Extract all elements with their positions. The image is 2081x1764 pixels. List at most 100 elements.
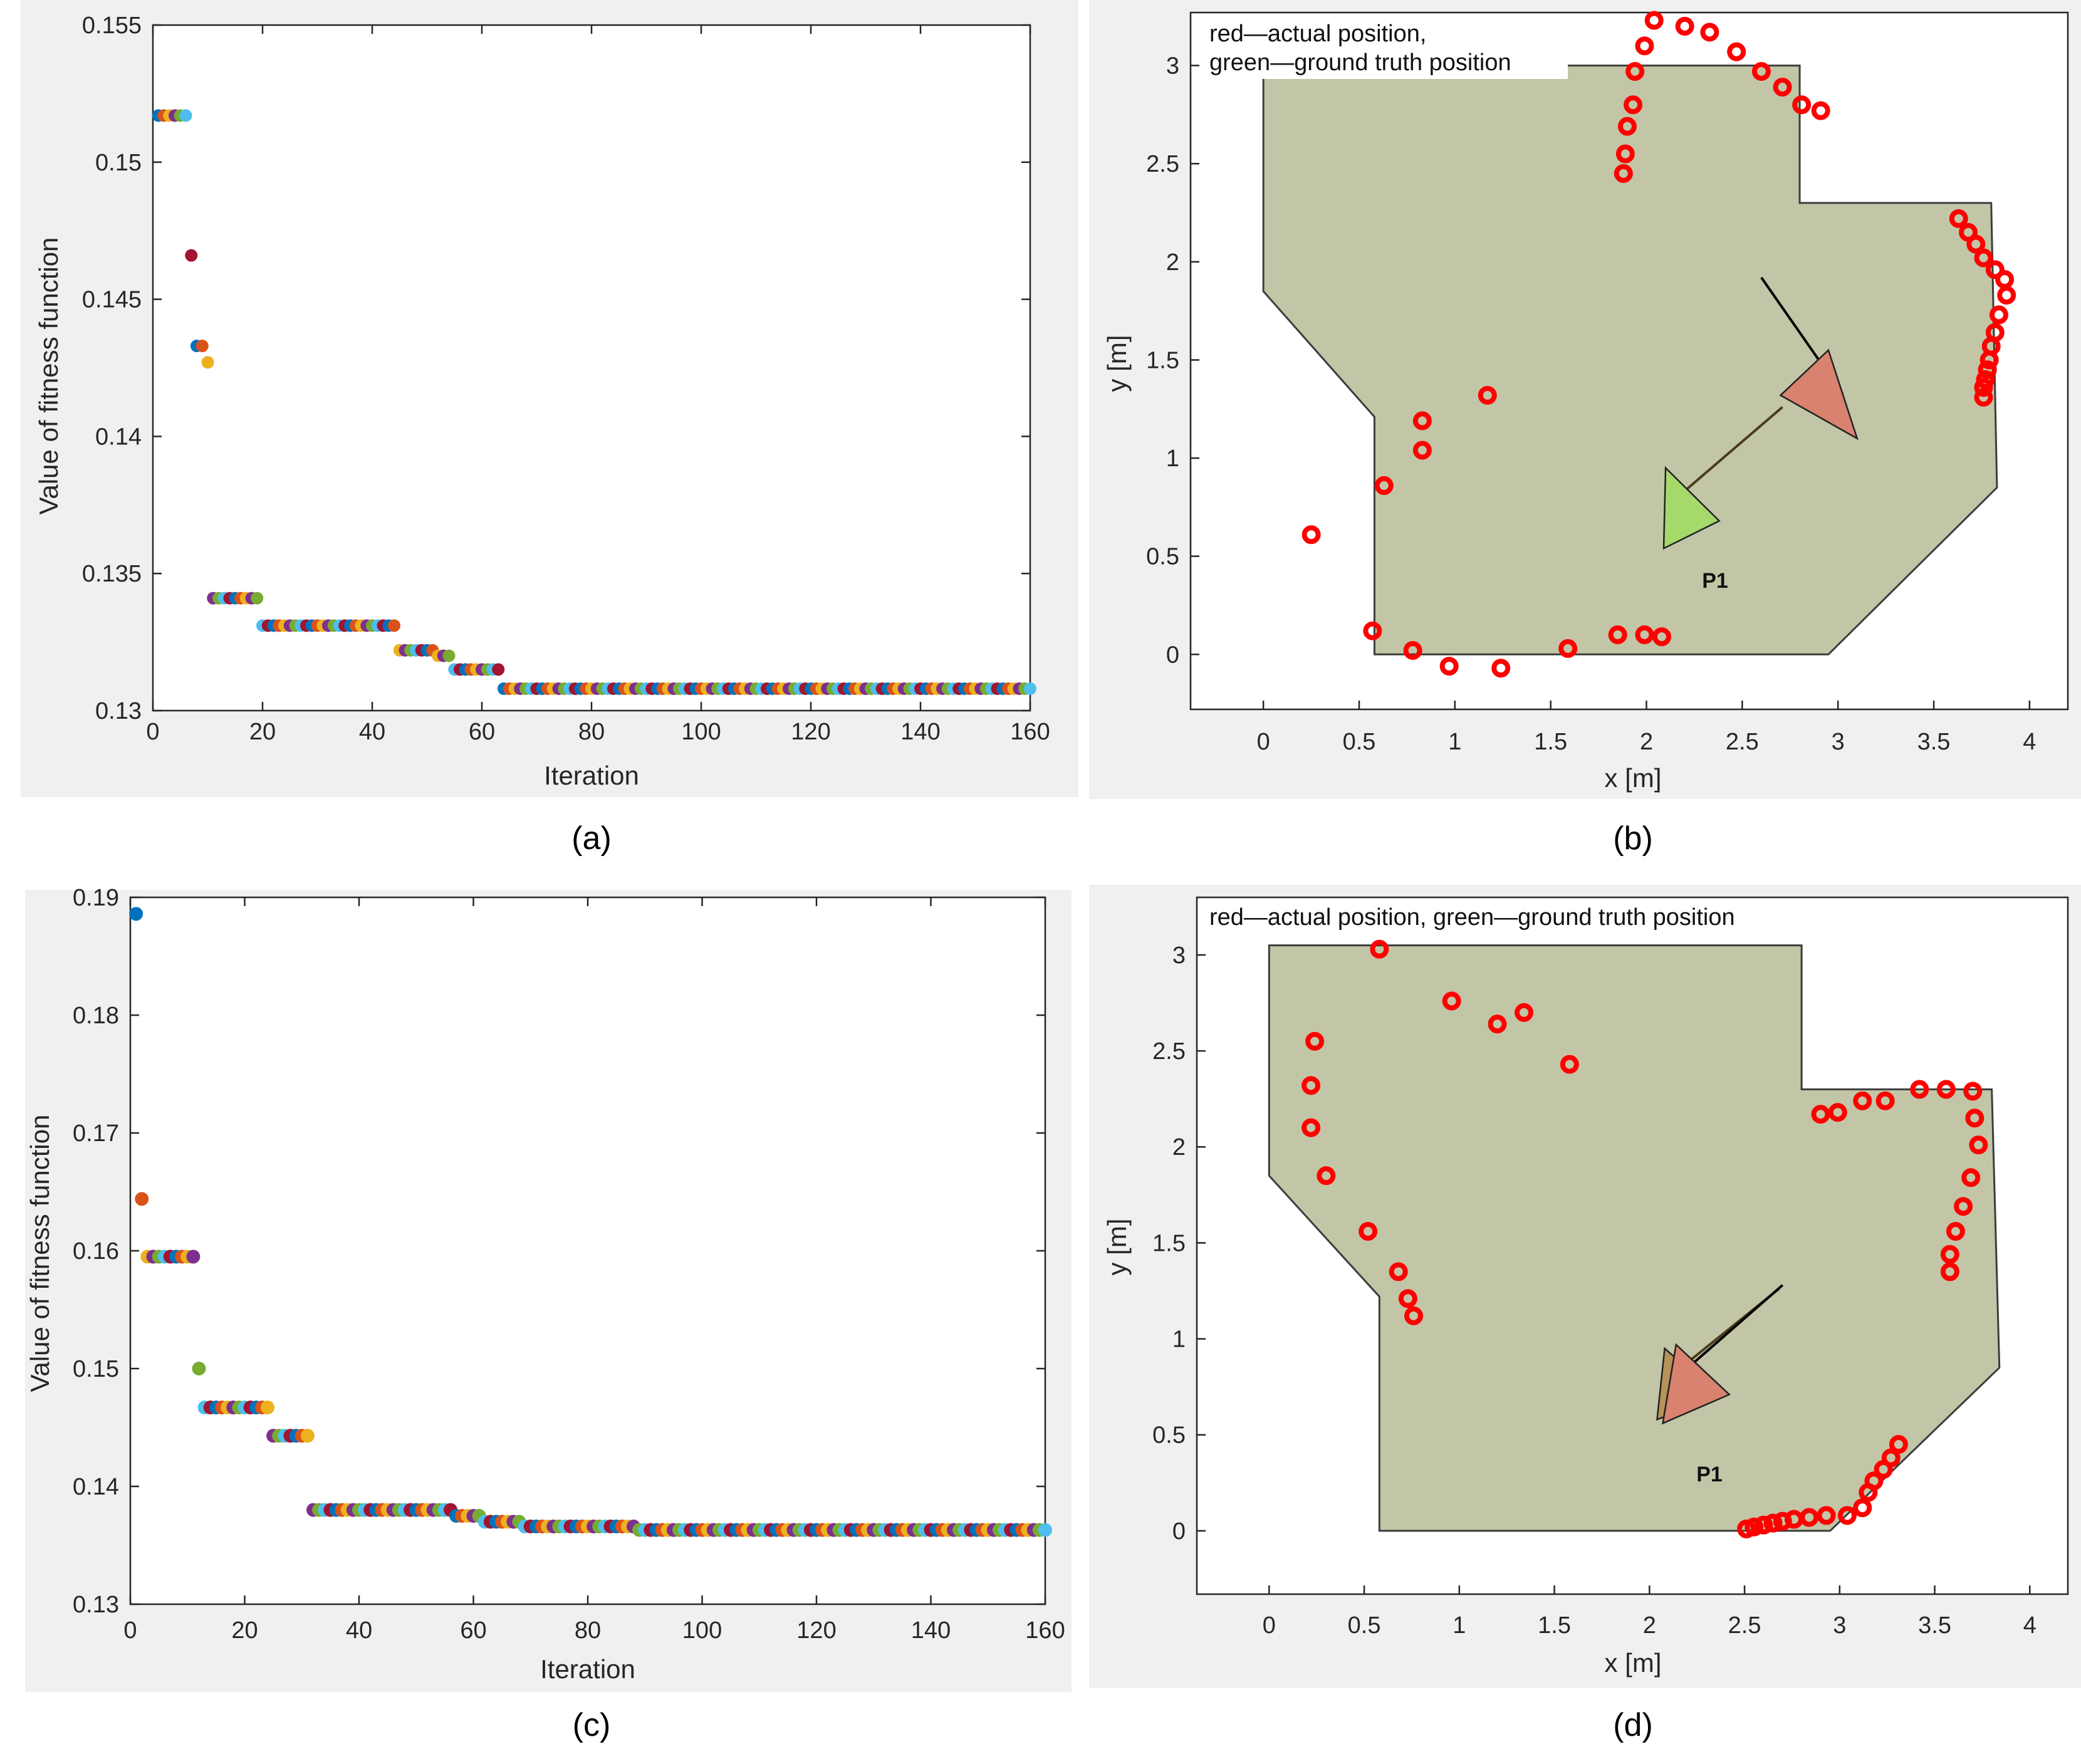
panel-d-position-marker — [1370, 939, 1389, 959]
panel-a-x-tick-label: 0 — [146, 719, 159, 745]
panel-b-position-marker — [1644, 11, 1664, 30]
panel-b-legend-line-2: green—ground truth position — [1209, 50, 1511, 76]
panel-b-x-tick-label: 0.5 — [1343, 729, 1376, 755]
panel-d-x-tick-label: 0 — [1263, 1612, 1276, 1639]
panel-b-y-tick-label: 3 — [1166, 53, 1179, 80]
panel-d-x-tick-label: 1.5 — [1538, 1612, 1571, 1639]
panel-b-legend-line-1: red—actual position, — [1209, 21, 1426, 47]
panel-d-position-marker — [1853, 1091, 1872, 1110]
panel-c-fitness-point — [1038, 1523, 1052, 1537]
panel-d-position-marker — [1837, 1506, 1857, 1525]
panel-d-y-tick-label: 2 — [1172, 1134, 1186, 1161]
panel-c-axes — [129, 896, 1046, 1605]
panel-b-position-marker — [1363, 621, 1382, 640]
panel-b-y-tick-label: 1.5 — [1146, 347, 1179, 373]
panel-d-x-tick-label: 2 — [1643, 1612, 1656, 1639]
panel-d-position-marker — [1817, 1506, 1836, 1525]
panel-a-fitness-point — [179, 109, 192, 122]
panel-b-x-tick-label: 1 — [1448, 729, 1461, 755]
panel-d-position-marker — [1488, 1015, 1507, 1034]
panel-d-position-marker — [1875, 1091, 1895, 1110]
panel-b-position-marker — [1439, 657, 1459, 676]
panel-d-y-tick-label: 0 — [1172, 1518, 1186, 1545]
panel-d-position-marker — [1811, 1105, 1830, 1124]
panel-b-position-map: P1 red—actual position, green—ground tru… — [1089, 0, 2081, 799]
panel-c-y-ticks: 0.13 0.14 0.15 0.16 0.17 0.18 0.19 — [73, 885, 1045, 1618]
panel-b-position-marker — [1949, 209, 1968, 228]
panel-d-x-ticks: 0 0.5 1 1.5 2 2.5 3 3.5 4 — [1263, 1585, 2037, 1639]
panel-c-fitness-chart: 0 20 40 60 80 100 120 140 160 0.130.140.150.160.… — [25, 885, 1072, 1692]
panel-a-x-tick-label: 60 — [469, 719, 495, 745]
panel-c-x-tick-label: 100 — [682, 1617, 722, 1644]
panel-b-plot: P1 — [1262, 11, 2016, 678]
panel-a-fitness-point — [442, 649, 456, 662]
panel-b-position-marker — [1652, 627, 1671, 647]
panel-b-x-tick-label: 2 — [1640, 729, 1653, 755]
panel-d-x-tick-label: 0.5 — [1348, 1612, 1381, 1639]
panel-d-position-marker — [1965, 1109, 1985, 1128]
panel-b-position-marker — [1811, 101, 1830, 120]
panel-d-position-marker — [1963, 1082, 1983, 1101]
panel-d-y-tick-label: 1.5 — [1152, 1230, 1186, 1256]
panel-d-x-tick-label: 2.5 — [1728, 1612, 1761, 1639]
panel-b-position-marker — [1635, 36, 1654, 56]
panel-b-p1-label: P1 — [1702, 569, 1728, 593]
panel-c-fitness-point — [192, 1362, 206, 1375]
panel-d-position-marker — [1359, 1222, 1378, 1241]
panel-b-legend-box — [1192, 14, 1568, 79]
panel-d-y-tick-label: 1 — [1172, 1327, 1186, 1353]
panel-b-position-marker — [1974, 387, 1993, 407]
panel-d-position-marker — [1317, 1166, 1336, 1186]
panel-c-fitness-point — [261, 1401, 274, 1415]
panel-b-position-marker — [1491, 659, 1511, 678]
panel-d-position-marker — [1305, 1031, 1325, 1051]
panel-a-y-tick-label: 0.13 — [95, 698, 142, 724]
panel-b-position-marker — [1403, 641, 1422, 660]
panel-b-y-tick-label: 2.5 — [1146, 151, 1179, 177]
panel-b-y-ticks: 0 0.5 1 1.5 2 2.5 3 — [1146, 53, 1199, 668]
panel-c-x-tick-label: 120 — [796, 1617, 836, 1644]
panel-b-x-tick-label: 3.5 — [1917, 729, 1951, 755]
panel-b-position-marker — [1792, 95, 1812, 115]
panel-d-position-marker — [1889, 1435, 1908, 1454]
panel-d-x-tick-label: 1 — [1453, 1612, 1466, 1639]
panel-d-position-marker — [1301, 1076, 1321, 1095]
panel-d-position-map: P1 red—actual position, green—ground tru… — [1089, 885, 2081, 1688]
panel-d-position-marker — [1853, 1498, 1872, 1518]
panel-c-y-tick-label: 0.18 — [73, 1003, 119, 1029]
panel-d-x-tick-label: 4 — [2023, 1612, 2037, 1639]
panel-b-position-marker — [1974, 248, 1993, 268]
panel-c-points — [129, 907, 1052, 1537]
panel-a-points — [152, 109, 1036, 695]
panel-b-y-tick-label: 0 — [1166, 642, 1179, 668]
panel-a-y-tick-label: 0.135 — [82, 561, 142, 587]
panel-d-y-tick-label: 2.5 — [1152, 1038, 1186, 1065]
panel-d-x-tick-label: 3.5 — [1918, 1612, 1951, 1639]
panel-d-y-tick-label: 0.5 — [1152, 1422, 1186, 1449]
panel-a-x-tick-label: 100 — [681, 719, 721, 745]
panel-b-position-marker — [1635, 625, 1654, 644]
panel-b-position-marker — [1675, 16, 1694, 36]
panel-b-x-tick-label: 2.5 — [1726, 729, 1759, 755]
panel-d-position-marker — [1910, 1080, 1929, 1099]
panel-d-position-marker — [1961, 1168, 1981, 1187]
panel-b-position-marker — [1374, 476, 1394, 495]
panel-b-position-marker — [1978, 360, 1997, 380]
panel-b-position-marker — [1974, 378, 1993, 397]
panel-d-position-marker — [1800, 1508, 1819, 1527]
panel-b-position-marker — [1614, 164, 1633, 183]
panel-d-position-marker — [1442, 991, 1461, 1011]
panel-b-x-ticks: 0 0.5 1 1.5 2 2.5 3 3.5 4 — [1257, 701, 2036, 755]
panel-d-x-tick-label: 3 — [1833, 1612, 1846, 1639]
panel-c-y-tick-label: 0.15 — [73, 1356, 119, 1382]
panel-d-position-marker — [1969, 1135, 1988, 1155]
panel-b-x-tick-label: 3 — [1832, 729, 1845, 755]
panel-c-x-tick-label: 0 — [123, 1617, 137, 1644]
panel-d-position-marker — [1745, 1517, 1764, 1537]
panel-a-fitness-point — [492, 663, 505, 676]
panel-b-position-marker — [1301, 525, 1321, 545]
panel-a-x-tick-label: 40 — [359, 719, 385, 745]
panel-d-position-marker — [1301, 1118, 1321, 1137]
panel-c-x-tick-label: 140 — [911, 1617, 951, 1644]
panel-d-position-marker — [1560, 1055, 1579, 1074]
